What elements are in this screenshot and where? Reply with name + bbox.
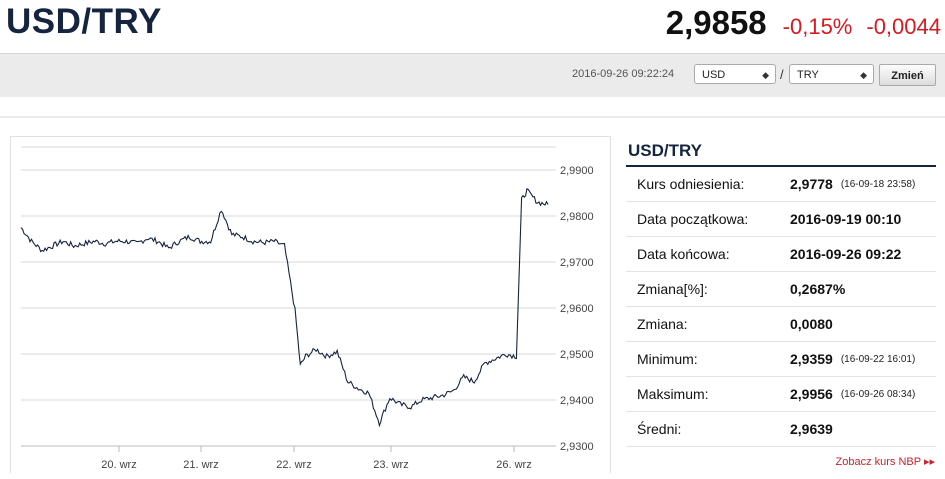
info-row-value: 2016-09-19 00:10 (790, 211, 902, 227)
y-tick-label: 2,9400 (560, 395, 594, 407)
y-tick-label: 2,9600 (560, 303, 594, 315)
info-row: Zmiana: 0,0080 (626, 307, 936, 342)
price-chart: 2,9900 2,9800 2,9700 2,9600 2,9500 2,9400 2,93… (10, 136, 611, 473)
nbp-link[interactable]: Zobacz kurs NBP ▸▸ (835, 456, 935, 468)
from-currency-value: USD (702, 69, 726, 81)
rate-summary: 2,9858 -0,15% -0,0044 (666, 4, 945, 42)
y-tick-label: 2,9500 (560, 349, 594, 361)
change-percent: -0,15% (782, 14, 853, 39)
y-tick-label: 2,9700 (560, 257, 594, 269)
timestamp: 2016-09-26 09:22:24 (572, 68, 675, 80)
divider (0, 116, 945, 118)
info-row-value: 2016-09-26 09:22 (790, 246, 902, 262)
info-row: Minimum: 2,9359 (16-09-22 16:01) (626, 342, 936, 377)
currency-separator: / (780, 67, 784, 82)
info-row-note: (16-09-18 23:58) (840, 178, 916, 190)
info-row-note: (16-09-22 16:01) (840, 353, 916, 365)
info-row-label: Kurs odniesienia: (637, 176, 745, 192)
select-arrows-icon: ◆ (762, 70, 769, 80)
info-row: Data początkowa: 2016-09-19 00:10 (626, 202, 936, 237)
x-tick-label: 22. wrz (276, 459, 311, 471)
to-currency-select[interactable]: TRY ◆ (789, 64, 874, 84)
from-currency-select[interactable]: USD ◆ (694, 64, 776, 84)
change-button[interactable]: Zmień (879, 64, 936, 86)
x-tick-label: 21. wrz (183, 459, 218, 471)
info-row-label: Średni: (637, 421, 682, 437)
y-tick-label: 2,9800 (560, 211, 594, 223)
info-row: Data końcowa: 2016-09-26 09:22 (626, 237, 936, 272)
info-row-label: Zmiana: (637, 316, 688, 332)
y-tick-label: 2,9900 (560, 165, 594, 177)
chart-svg: 2,9900 2,9800 2,9700 2,9600 2,9500 2,9400 2,93… (20, 146, 594, 471)
y-tick-label: 2,9300 (560, 441, 594, 453)
x-tick-label: 23. wrz (373, 459, 408, 471)
info-row-value: 2,9778 (790, 176, 833, 192)
price-series-line (20, 187, 549, 428)
info-row-value: 2,9359 (790, 351, 833, 367)
info-row-value: 2,9639 (790, 421, 833, 437)
info-row-label: Zmiana[%]: (637, 281, 708, 297)
info-row: Średni: 2,9639 (626, 412, 936, 447)
info-row-value: 2,9956 (790, 386, 833, 402)
info-row-value: 0,2687% (790, 281, 846, 297)
info-row-label: Minimum: (637, 351, 698, 367)
change-absolute: -0,0044 (866, 14, 941, 39)
to-currency-value: TRY (797, 69, 819, 81)
info-row: Kurs odniesienia: 2,9778 (16-09-18 23:58) (626, 167, 936, 202)
info-row-note: (16-09-26 08:34) (840, 388, 916, 400)
info-row-label: Maksimum: (637, 386, 709, 402)
toolbar: 2016-09-26 09:22:24 USD ◆ / TRY ◆ Zmień (0, 53, 945, 97)
x-tick-label: 26. wrz (496, 459, 531, 471)
current-price: 2,9858 (665, 4, 767, 41)
info-row: Maksimum: 2,9956 (16-09-26 08:34) (626, 377, 936, 412)
info-table: Kurs odniesienia: 2,9778 (16-09-18 23:58) D… (626, 167, 936, 447)
info-row: Zmiana[%]: 0,2687% (626, 272, 936, 307)
info-title: USD/TRY (626, 136, 936, 167)
info-row-label: Data początkowa: (637, 211, 749, 227)
info-row-label: Data końcowa: (637, 246, 730, 262)
select-arrows-icon: ◆ (860, 70, 867, 80)
x-tick-label: 20. wrz (101, 459, 136, 471)
info-row-value: 0,0080 (790, 316, 833, 332)
pair-title: USD/TRY (6, 2, 162, 41)
info-panel: USD/TRY Kurs odniesienia: 2,9778 (16-09-18… (626, 136, 936, 447)
